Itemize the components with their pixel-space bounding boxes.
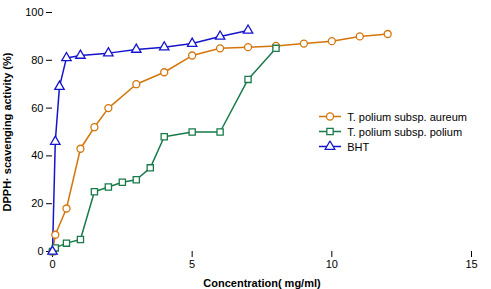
svg-text:0: 0 <box>37 245 43 257</box>
svg-text:15: 15 <box>465 258 477 270</box>
svg-text:40: 40 <box>31 149 43 161</box>
svg-text:20: 20 <box>31 197 43 209</box>
svg-text:0: 0 <box>49 258 55 270</box>
html-text:T. polium subsp. aureum: T. polium subsp. aureum <box>347 110 467 122</box>
html-text:BHT: BHT <box>347 140 370 152</box>
svg-text:Concentration( mg/ml): Concentration( mg/ml) <box>203 277 321 289</box>
svg-text:80: 80 <box>31 54 43 66</box>
html-text:T. polium subsp. polium: T. polium subsp. polium <box>347 125 463 137</box>
svg-text:10: 10 <box>326 258 338 270</box>
svg-text:DPPH· scavenging activity (%): DPPH· scavenging activity (%) <box>1 52 13 211</box>
svg-text:5: 5 <box>189 258 195 270</box>
svg-text:100: 100 <box>25 6 43 18</box>
svg-text:60: 60 <box>31 102 43 114</box>
